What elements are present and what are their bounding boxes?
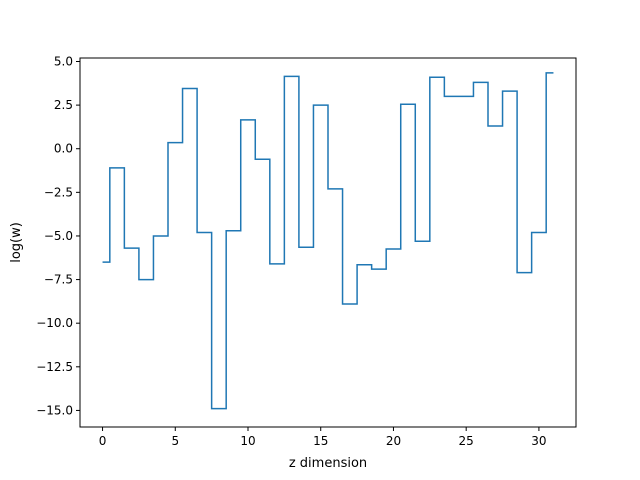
y-tick-label: 2.5 [54,98,73,112]
y-axis: 5.0 2.5 0.0 −2.5 −5.0 −7.5 −10.0 −12.5 −15.0 [36,54,80,417]
data-point [159,234,162,237]
y-tick-label: 5.0 [54,54,73,68]
data-point [392,248,395,251]
data-point [276,262,279,265]
data-point [508,90,511,93]
data-point [130,247,133,250]
x-tick-label: 30 [531,434,546,448]
data-point [523,271,526,274]
data-point [101,261,104,264]
y-tick-label: −10.0 [36,316,73,330]
x-tick-label: 15 [313,434,328,448]
data-point [203,231,206,234]
data-point [305,246,308,249]
y-tick-label: 0.0 [54,142,73,156]
x-tick-label: 25 [459,434,474,448]
data-point [174,141,177,144]
y-tick-label: −15.0 [36,403,73,417]
data-point [479,81,482,84]
x-axis-label: z dimension [289,456,367,471]
data-point [363,263,366,266]
y-tick-label: −2.5 [44,185,73,199]
data-point [334,187,337,190]
data-point [217,407,220,410]
data-point [261,158,264,161]
x-tick-label: 10 [240,434,255,448]
data-point [494,125,497,128]
y-axis-label: log(w) [9,222,24,263]
data-point [247,118,250,121]
x-axis: 0 5 10 15 20 25 30 [99,427,547,448]
data-point [465,95,468,98]
data-point [145,278,148,281]
data-point [421,240,424,243]
y-tick-label: −12.5 [36,360,73,374]
data-point [407,103,410,106]
x-tick-label: 5 [171,434,179,448]
series-layer [101,71,555,410]
y-tick-label: −5.0 [44,229,73,243]
data-point [116,166,119,169]
data-point [436,76,439,79]
data-point [552,71,555,74]
data-point [450,95,453,98]
data-point [232,229,235,232]
data-point [290,75,293,78]
data-point [319,104,322,107]
x-tick-label: 0 [99,434,107,448]
plot-area: 0 5 10 15 20 25 30 5.0 2.5 0.0 −2.5 −5.0 −7.5 −10.0 −… [36,54,577,448]
data-point [188,87,191,90]
data-point [537,231,540,234]
x-tick-label: 20 [386,434,401,448]
series-step-line [102,72,554,410]
data-point [377,268,380,271]
y-tick-label: −7.5 [44,273,73,287]
data-point [348,303,351,306]
